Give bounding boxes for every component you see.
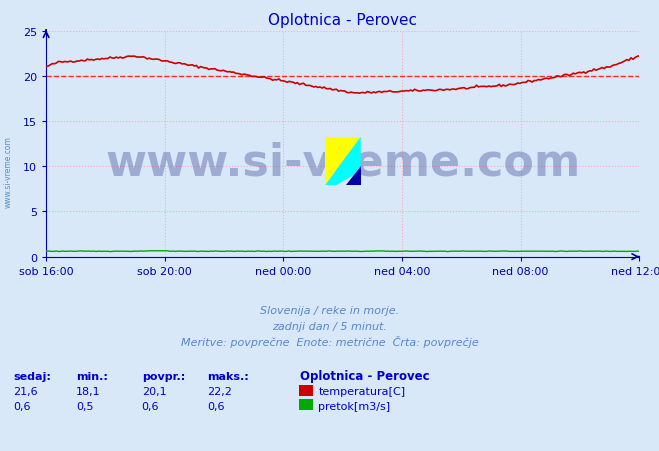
- Text: 0,5: 0,5: [76, 401, 94, 411]
- Text: povpr.:: povpr.:: [142, 371, 185, 381]
- Text: zadnji dan / 5 minut.: zadnji dan / 5 minut.: [272, 321, 387, 331]
- Text: pretok[m3/s]: pretok[m3/s]: [318, 401, 390, 411]
- Polygon shape: [347, 166, 360, 186]
- Text: sedaj:: sedaj:: [13, 371, 51, 381]
- Text: Meritve: povprečne  Enote: metrične  Črta: povprečje: Meritve: povprečne Enote: metrične Črta:…: [181, 335, 478, 347]
- Text: 0,6: 0,6: [208, 401, 225, 411]
- Polygon shape: [325, 138, 360, 186]
- Text: 18,1: 18,1: [76, 387, 100, 396]
- Text: 20,1: 20,1: [142, 387, 166, 396]
- Text: temperatura[C]: temperatura[C]: [318, 387, 405, 396]
- Text: 0,6: 0,6: [142, 401, 159, 411]
- Text: 22,2: 22,2: [208, 387, 233, 396]
- Text: 0,6: 0,6: [13, 401, 31, 411]
- Text: Oplotnica - Perovec: Oplotnica - Perovec: [300, 369, 430, 382]
- Title: Oplotnica - Perovec: Oplotnica - Perovec: [268, 13, 417, 28]
- Text: www.si-vreme.com: www.si-vreme.com: [105, 141, 581, 184]
- Text: Slovenija / reke in morje.: Slovenija / reke in morje.: [260, 305, 399, 315]
- Polygon shape: [325, 138, 360, 186]
- Text: min.:: min.:: [76, 371, 107, 381]
- Text: 21,6: 21,6: [13, 387, 38, 396]
- Text: maks.:: maks.:: [208, 371, 249, 381]
- Text: www.si-vreme.com: www.si-vreme.com: [3, 135, 13, 207]
